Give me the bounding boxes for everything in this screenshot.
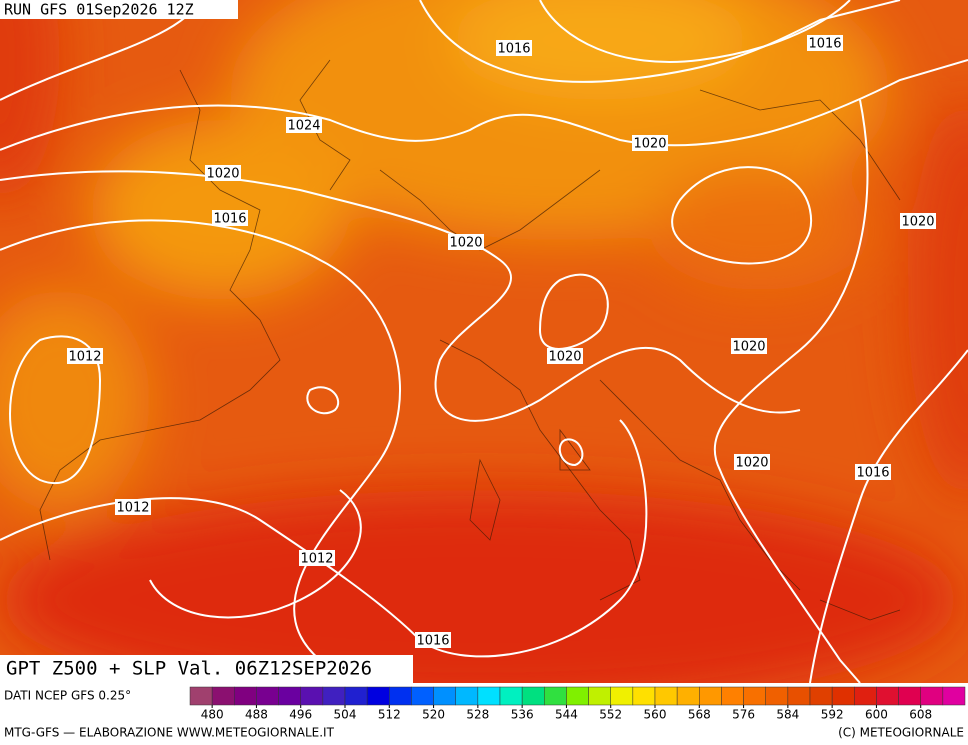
isobar-label: 1020 <box>449 236 482 251</box>
isobar-label-bg <box>212 210 248 226</box>
colorbar-swatch <box>632 686 656 706</box>
colorbar-swatch <box>411 686 434 706</box>
colorbar-label: 584 <box>776 708 799 722</box>
source-label: DATI NCEP GFS 0.25° <box>4 689 131 703</box>
isobar-label-bg <box>205 165 241 181</box>
colorbar-swatch <box>455 686 479 706</box>
colorbar-swatch <box>876 686 899 706</box>
colorbar-label: 512 <box>378 708 401 722</box>
colorbar-label: 544 <box>555 708 578 722</box>
colorbar-label: 568 <box>688 708 711 722</box>
colorbar-label: 560 <box>644 708 667 722</box>
field <box>0 0 968 710</box>
colorbar-label: 496 <box>289 708 312 722</box>
isobar-label: 1012 <box>116 501 149 516</box>
colorbar-swatch <box>544 686 567 706</box>
isobar-label-bg <box>448 234 484 250</box>
isobar-label: 1016 <box>497 42 530 57</box>
isobar-label-bg <box>67 348 103 364</box>
colorbar-swatch <box>433 686 456 706</box>
run-label: RUN GFS 01Sep2026 12Z <box>4 1 194 19</box>
colorbar: 480 488 496 504 512 520 528 536 544 552 560 568 576 5… <box>189 686 966 722</box>
colorbar-label: 608 <box>909 708 932 722</box>
isobar-label: 1016 <box>808 37 841 52</box>
colorbar-swatch <box>588 686 611 706</box>
isobar-label: 1016 <box>213 212 246 227</box>
isobar-label: 1020 <box>732 340 765 355</box>
colorbar-label: 480 <box>201 708 224 722</box>
isobar-label-bg <box>415 632 451 648</box>
colorbar-swatch <box>920 686 944 706</box>
colorbar-swatch <box>300 686 324 706</box>
colorbar-swatch <box>743 686 766 706</box>
isobar-label-bg <box>855 464 891 480</box>
colorbar-swatch <box>278 686 301 706</box>
colorbar-label: 536 <box>511 708 534 722</box>
isobar-label-bg <box>299 550 335 566</box>
colorbar-swatch <box>366 686 390 706</box>
isobar-label: 1012 <box>300 552 333 567</box>
isobar-label-bg <box>734 454 770 470</box>
colorbar-swatch <box>898 686 921 706</box>
isobar-label: 1020 <box>735 456 768 471</box>
colorbar-swatch <box>831 686 855 706</box>
isobar-label-bg <box>900 213 936 229</box>
isobar-label-bg <box>632 135 668 151</box>
colorbar-swatch <box>256 686 279 706</box>
isobar-label: 1020 <box>633 137 666 152</box>
isobar-label: 1020 <box>548 350 581 365</box>
isobar-labels: 1016 1016 1024 1020 1020 1016 1020 1020 1012 1020… <box>67 35 936 649</box>
colorbar-swatch <box>499 686 523 706</box>
header-box <box>0 0 238 19</box>
colorbar-label: 488 <box>245 708 268 722</box>
colorbar-label: 592 <box>821 708 844 722</box>
colorbar-swatch <box>809 686 833 706</box>
colorbar-swatch <box>765 686 789 706</box>
colorbar-swatch <box>610 686 634 706</box>
footer-left: MTG-GFS — ELABORAZIONE WWW.METEOGIORNALE… <box>4 726 335 740</box>
colorbar-label: 520 <box>422 708 445 722</box>
isobar-label-bg <box>115 499 151 515</box>
isobar-label: 1020 <box>901 215 934 230</box>
isobar-label-bg <box>496 40 532 56</box>
isobar-label: 1020 <box>206 167 239 182</box>
colorbar-swatch <box>854 686 877 706</box>
isobar-label: 1016 <box>856 466 889 481</box>
colorbar-swatch <box>189 686 213 706</box>
colorbar-swatch <box>787 686 811 706</box>
colorbar-label: 600 <box>865 708 888 722</box>
isobar-label-bg <box>547 348 583 364</box>
title-box <box>0 655 413 683</box>
isobar-label: 1012 <box>68 350 101 365</box>
isobar-label-bg <box>286 117 322 133</box>
colorbar-swatch <box>389 686 412 706</box>
map-title: GPT Z500 + SLP Val. 06Z12SEP2026 <box>6 658 372 680</box>
isobar-label: 1016 <box>416 634 449 649</box>
colorbar-label: 552 <box>599 708 622 722</box>
isobar-label-bg <box>807 35 843 51</box>
colorbar-swatch <box>322 686 346 706</box>
colorbar-swatch <box>566 686 589 706</box>
colorbar-label: 528 <box>466 708 489 722</box>
isobar-label: 1024 <box>287 119 320 134</box>
colorbar-swatch <box>211 686 235 706</box>
colorbar-swatch <box>344 686 368 706</box>
colorbar-label: 576 <box>732 708 755 722</box>
colorbar-swatch <box>477 686 501 706</box>
colorbar-swatch <box>942 686 966 706</box>
isobar-label-bg <box>731 338 767 354</box>
colorbar-swatch <box>676 686 700 706</box>
colorbar-label: 504 <box>334 708 357 722</box>
colorbar-swatch <box>654 686 678 706</box>
footer-right: (C) METEOGIORNALE <box>838 726 964 740</box>
colorbar-swatch <box>721 686 744 706</box>
colorbar-swatch <box>234 686 257 706</box>
colorbar-swatch <box>699 686 722 706</box>
colorbar-swatch <box>521 686 545 706</box>
